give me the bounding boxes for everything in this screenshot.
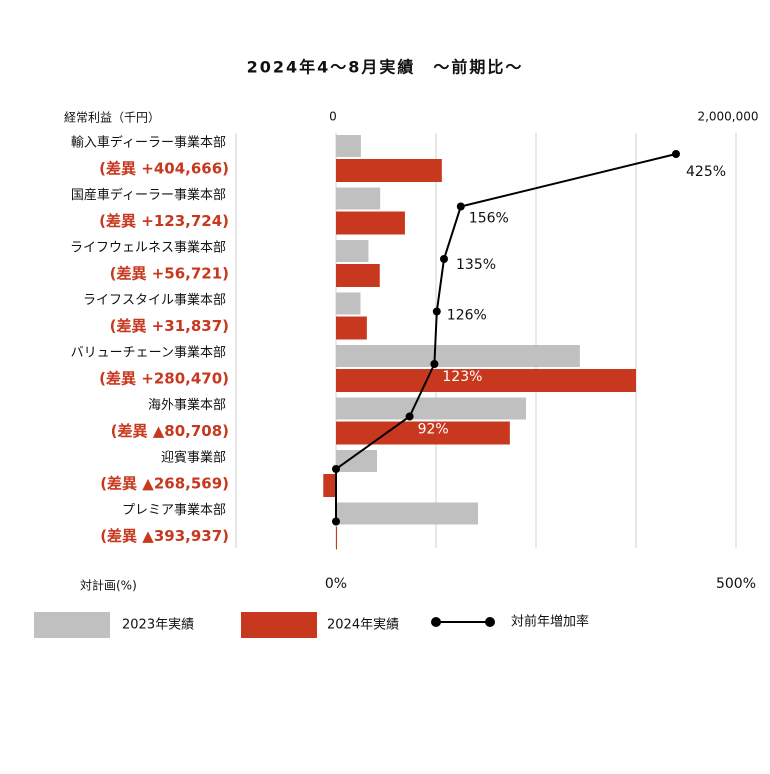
ratio-point bbox=[440, 255, 448, 263]
legend-dot bbox=[431, 617, 441, 627]
ratio-label: 156% bbox=[469, 211, 509, 227]
ratio-point bbox=[332, 465, 340, 473]
bar bbox=[336, 316, 367, 340]
bar bbox=[323, 474, 336, 497]
legend-label: 対前年増加率 bbox=[511, 614, 589, 630]
category-label: 国産車ディーラー事業本部 bbox=[71, 187, 226, 203]
chart-title: 2024年4～8月実績 ～前期比～ bbox=[247, 58, 524, 77]
diff-label: (差異 +31,837) bbox=[110, 317, 229, 335]
diff-label: (差異 +123,724) bbox=[99, 212, 229, 230]
diff-label: (差異 ▲80,708) bbox=[111, 422, 229, 440]
bar bbox=[336, 211, 405, 235]
bar bbox=[336, 240, 369, 262]
ratio-point bbox=[456, 202, 465, 211]
legend-swatch bbox=[241, 612, 317, 638]
bar bbox=[336, 264, 380, 287]
ratio-label: 123% bbox=[442, 369, 482, 385]
bar bbox=[336, 369, 636, 392]
category-label: プレミア事業本部 bbox=[122, 502, 226, 518]
bar bbox=[336, 159, 442, 182]
category-label: 迎賓事業部 bbox=[161, 450, 226, 466]
bar bbox=[336, 397, 526, 420]
diff-label: (差異 +280,470) bbox=[99, 370, 229, 388]
bar bbox=[336, 502, 478, 525]
bar bbox=[336, 526, 337, 550]
ratio-label: 92% bbox=[418, 422, 449, 438]
ratio-label: 135% bbox=[456, 257, 496, 273]
x2-tick-label: 0% bbox=[325, 576, 347, 592]
ratio-point bbox=[432, 307, 441, 316]
category-label: ライフスタイル事業本部 bbox=[83, 292, 226, 308]
legend-label: 2023年実績 bbox=[122, 617, 194, 633]
diff-label: (差異 +56,721) bbox=[110, 265, 229, 283]
ratio-axis-label: 対計画(%) bbox=[80, 578, 137, 593]
x2-tick-label: 500% bbox=[716, 576, 756, 592]
bar bbox=[336, 135, 361, 157]
ratio-label: 126% bbox=[447, 308, 487, 324]
diff-label: (差異 ▲393,937) bbox=[100, 527, 229, 545]
ratio-point bbox=[672, 150, 680, 158]
value-axis-label: 経常利益（千円） bbox=[64, 111, 160, 125]
ratio-point bbox=[332, 517, 340, 526]
category-label: バリューチェーン事業本部 bbox=[71, 345, 226, 361]
diff-label: (差異 +404,666) bbox=[99, 160, 229, 178]
bar bbox=[336, 345, 580, 367]
ratio-line bbox=[335, 153, 677, 522]
ratio-label: 425% bbox=[686, 164, 726, 180]
bar bbox=[336, 292, 361, 315]
bar bbox=[336, 450, 377, 472]
ratio-point bbox=[405, 412, 414, 421]
category-label: ライフウェルネス事業本部 bbox=[70, 240, 226, 256]
category-label: 海外事業本部 bbox=[148, 397, 226, 413]
x-tick-label: 2,000,000 bbox=[697, 110, 758, 124]
x-tick-label: 0 bbox=[329, 110, 337, 124]
legend-label: 2024年実績 bbox=[327, 617, 399, 633]
ratio-point bbox=[430, 360, 439, 368]
bar bbox=[336, 187, 381, 210]
category-label: 輸入車ディーラー事業本部 bbox=[71, 135, 226, 151]
diff-label: (差異 ▲268,569) bbox=[100, 475, 229, 493]
legend-dot bbox=[485, 617, 495, 627]
legend-swatch bbox=[34, 612, 110, 638]
